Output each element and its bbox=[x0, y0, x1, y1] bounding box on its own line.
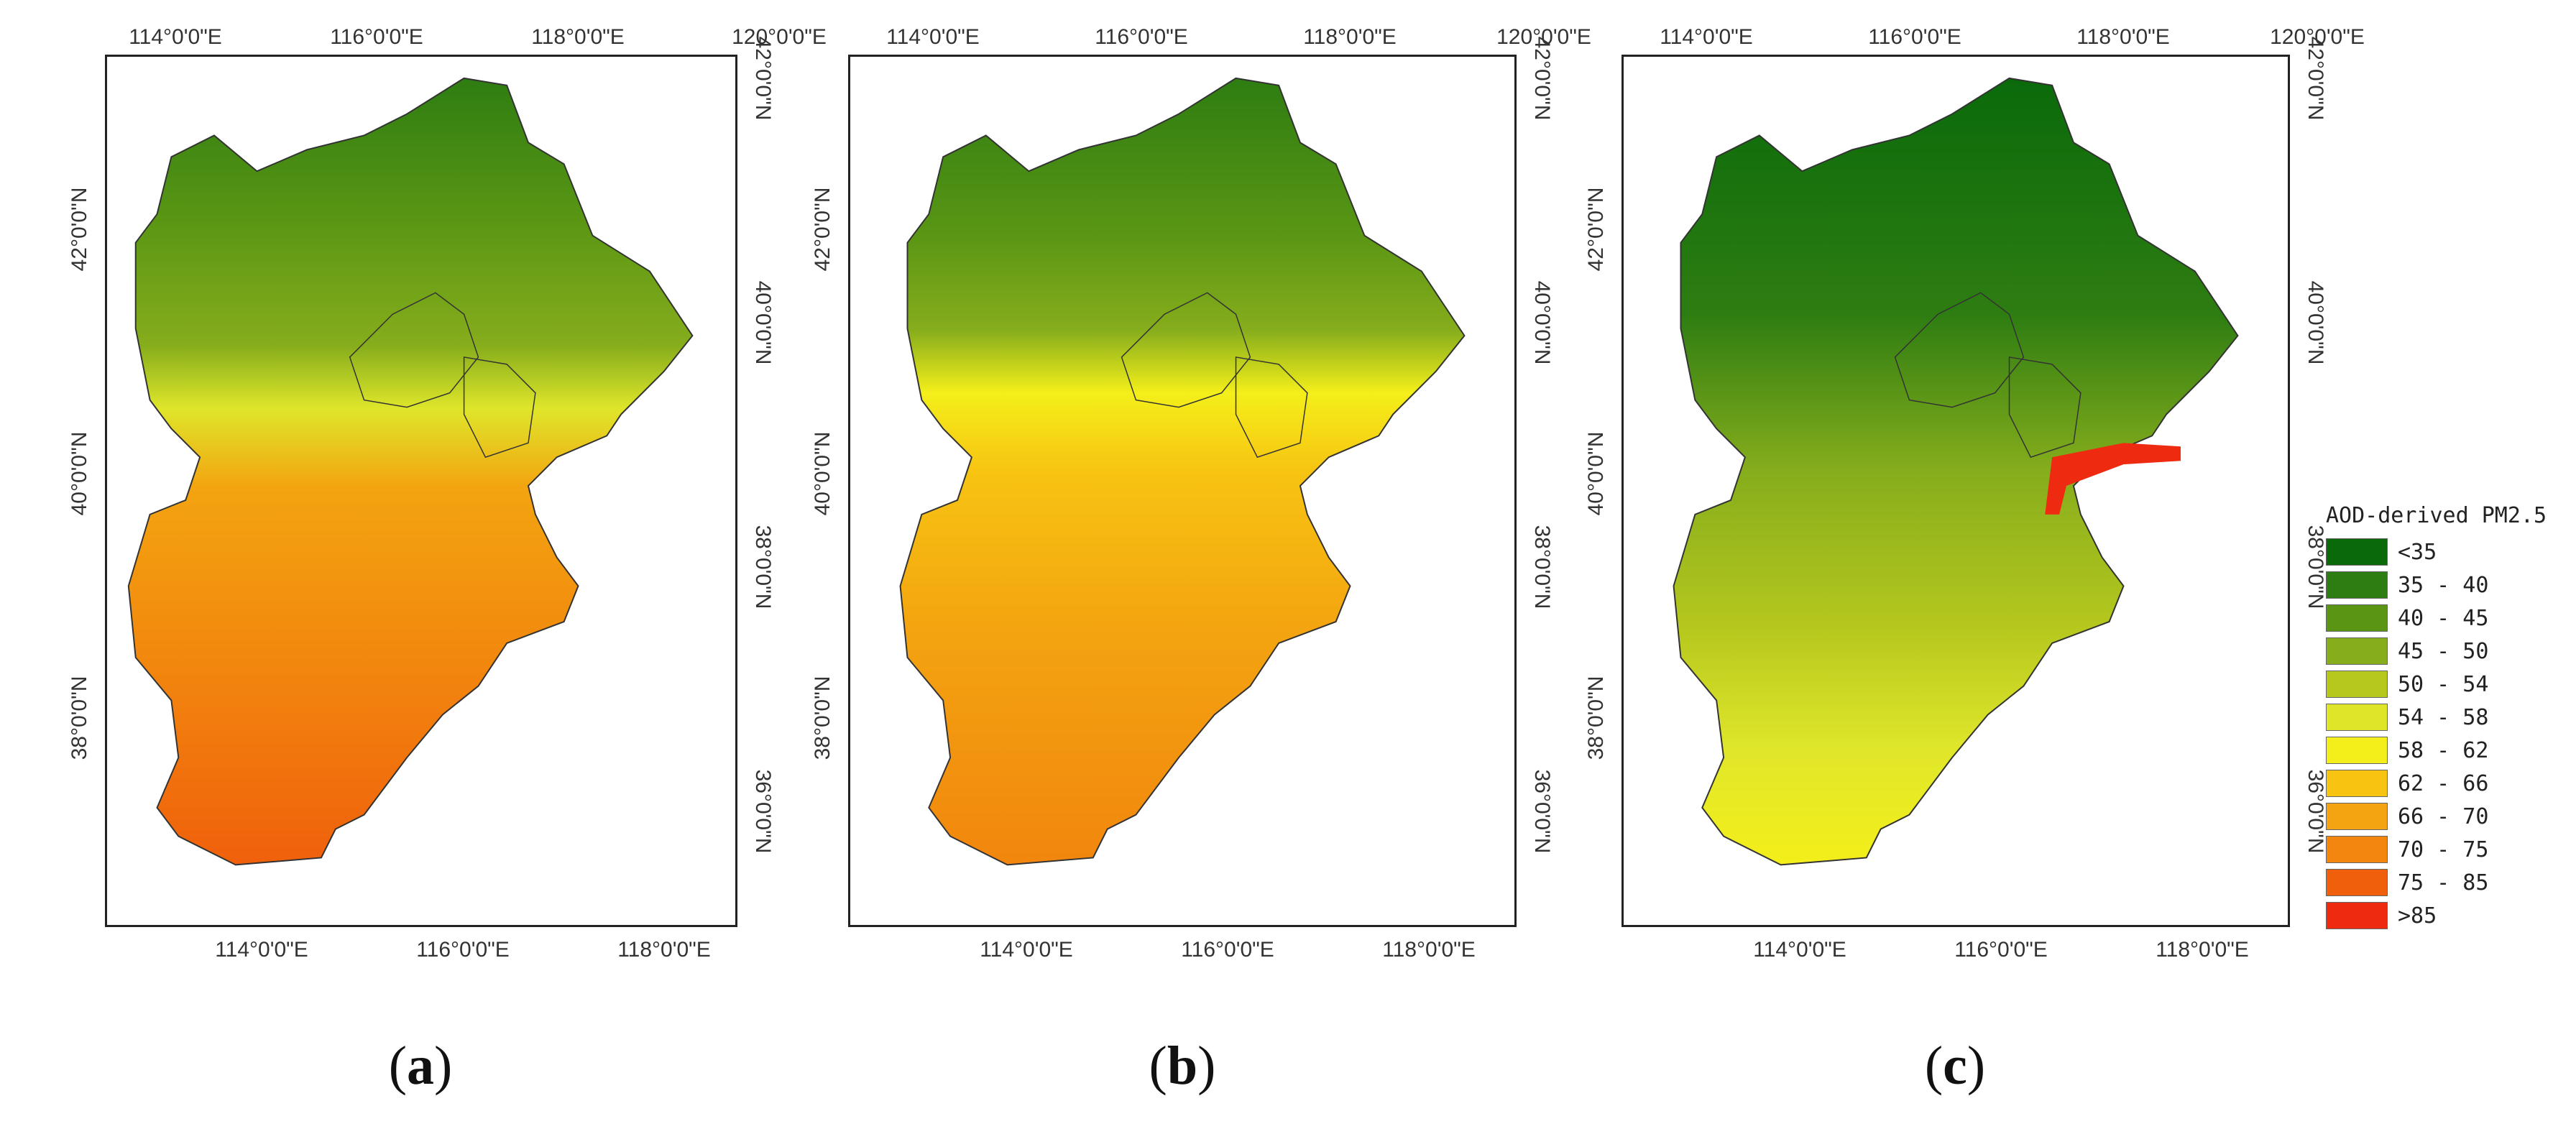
right-lat-tick-1: 42°0'0"N bbox=[2304, 36, 2327, 121]
legend-item: 75 - 85 bbox=[2326, 866, 2570, 899]
legend-item: 58 - 62 bbox=[2326, 734, 2570, 767]
legend-label: 66 - 70 bbox=[2398, 803, 2489, 829]
right-lat-tick-2: 40°0'0"N bbox=[751, 280, 775, 365]
legend-label: 75 - 85 bbox=[2398, 870, 2489, 895]
legend-label: 70 - 75 bbox=[2398, 837, 2489, 862]
left-lat-tick-3: 38°0'0"N bbox=[68, 676, 91, 760]
left-lat-tick-2: 40°0'0"N bbox=[1584, 431, 1608, 516]
panel-label-c: (c) bbox=[1924, 1036, 1986, 1096]
legend-swatch bbox=[2326, 704, 2388, 731]
right-lat-tick-1: 42°0'0"N bbox=[751, 36, 775, 121]
right-lat-tick-2: 40°0'0"N bbox=[2304, 280, 2327, 365]
map-panel-c: 114°0'0"E 116°0'0"E 118°0'0"E 120°0'0"E … bbox=[1584, 25, 2365, 962]
bottom-lon-tick-3: 118°0'0"E bbox=[617, 938, 711, 962]
top-lon-tick-4: 120°0'0"E bbox=[2270, 25, 2365, 49]
right-lat-tick-3: 38°0'0"N bbox=[2304, 525, 2327, 609]
legend-swatch bbox=[2326, 803, 2388, 830]
bottom-lon-tick-1: 114°0'0"E bbox=[215, 938, 308, 962]
legend-swatch bbox=[2326, 671, 2388, 698]
right-lat-tick-1: 42°0'0"N bbox=[1530, 36, 1554, 121]
left-lat-tick-3: 38°0'0"N bbox=[1584, 676, 1608, 760]
legend-swatch bbox=[2326, 869, 2388, 896]
left-lat-tick-1: 42°0'0"N bbox=[811, 187, 834, 272]
bottom-lon-tick-1: 114°0'0"E bbox=[980, 938, 1073, 962]
legend-item: >85 bbox=[2326, 899, 2570, 932]
top-lon-tick-4: 120°0'0"E bbox=[1496, 25, 1591, 49]
bottom-lon-tick-2: 116°0'0"E bbox=[416, 938, 510, 962]
legend-label: 54 - 58 bbox=[2398, 704, 2489, 730]
legend-label: <35 bbox=[2398, 539, 2437, 565]
left-lat-tick-2: 40°0'0"N bbox=[68, 431, 91, 516]
right-lat-tick-4: 36°0'0"N bbox=[2304, 769, 2327, 854]
legend-swatch bbox=[2326, 604, 2388, 632]
top-lon-tick-3: 118°0'0"E bbox=[1303, 25, 1397, 49]
legend-item: 62 - 66 bbox=[2326, 767, 2570, 800]
right-lat-tick-4: 36°0'0"N bbox=[1530, 769, 1554, 854]
top-lon-tick-1: 114°0'0"E bbox=[129, 25, 222, 49]
top-lon-tick-2: 116°0'0"E bbox=[1095, 25, 1188, 49]
legend-item: <35 bbox=[2326, 535, 2570, 568]
top-lon-tick-3: 118°0'0"E bbox=[531, 25, 625, 49]
legend-label: 35 - 40 bbox=[2398, 572, 2489, 598]
legend-item: 40 - 45 bbox=[2326, 602, 2570, 635]
right-lat-tick-2: 40°0'0"N bbox=[1530, 280, 1554, 365]
legend-item: 35 - 40 bbox=[2326, 568, 2570, 602]
inner-boundaries-a bbox=[349, 292, 536, 459]
map-panel-b: 114°0'0"E 116°0'0"E 118°0'0"E 120°0'0"E … bbox=[811, 25, 1591, 962]
left-lat-tick-3: 38°0'0"N bbox=[811, 676, 834, 760]
legend-swatch bbox=[2326, 737, 2388, 764]
legend-item: 45 - 50 bbox=[2326, 635, 2570, 668]
right-lat-tick-4: 36°0'0"N bbox=[751, 769, 775, 854]
left-lat-tick-1: 42°0'0"N bbox=[68, 187, 91, 272]
region-outline-b bbox=[899, 77, 1466, 866]
legend-swatch bbox=[2326, 571, 2388, 599]
top-lon-tick-4: 120°0'0"E bbox=[732, 25, 827, 49]
legend-label: 62 - 66 bbox=[2398, 770, 2489, 796]
top-lon-tick-1: 114°0'0"E bbox=[1660, 25, 1753, 49]
legend-label: 45 - 50 bbox=[2398, 638, 2489, 664]
legend-swatch bbox=[2326, 637, 2388, 665]
legend-title: AOD-derived PM2.5 bbox=[2326, 503, 2547, 528]
legend-swatch bbox=[2326, 836, 2388, 863]
map-b-canvas bbox=[899, 77, 1466, 866]
coastal-hotspot-c bbox=[2045, 443, 2181, 515]
legend-item: 54 - 58 bbox=[2326, 701, 2570, 734]
legend-item: 66 - 70 bbox=[2326, 800, 2570, 833]
map-a-canvas bbox=[127, 77, 694, 866]
legend-label: 50 - 54 bbox=[2398, 671, 2489, 697]
region-outline-a bbox=[127, 77, 694, 866]
legend: AOD-derived PM2.5 <35 35 - 40 40 - 45 45 - … bbox=[2326, 503, 2570, 932]
map-c-canvas bbox=[1673, 77, 2239, 866]
bottom-lon-tick-2: 116°0'0"E bbox=[1954, 938, 2048, 962]
left-lat-tick-2: 40°0'0"N bbox=[811, 431, 834, 516]
legend-item: 50 - 54 bbox=[2326, 668, 2570, 701]
top-lon-tick-2: 116°0'0"E bbox=[1868, 25, 1961, 49]
legend-label: 58 - 62 bbox=[2398, 737, 2489, 763]
region-outline-c bbox=[1673, 77, 2239, 866]
legend-label: >85 bbox=[2398, 903, 2437, 929]
right-lat-tick-3: 38°0'0"N bbox=[1530, 525, 1554, 609]
map-panel-a: 114°0'0"E 116°0'0"E 118°0'0"E 120°0'0"E … bbox=[68, 25, 827, 962]
legend-swatch bbox=[2326, 770, 2388, 797]
bottom-lon-tick-1: 114°0'0"E bbox=[1753, 938, 1846, 962]
top-lon-tick-1: 114°0'0"E bbox=[886, 25, 980, 49]
right-lat-tick-3: 38°0'0"N bbox=[751, 525, 775, 609]
inner-boundaries-c bbox=[1894, 292, 2082, 459]
legend-swatch bbox=[2326, 902, 2388, 929]
bottom-lon-tick-3: 118°0'0"E bbox=[2156, 938, 2249, 962]
panel-label-b: (b) bbox=[1149, 1036, 1216, 1096]
bottom-lon-tick-2: 116°0'0"E bbox=[1181, 938, 1274, 962]
top-lon-tick-2: 116°0'0"E bbox=[330, 25, 423, 49]
legend-item: 70 - 75 bbox=[2326, 833, 2570, 866]
legend-rows: <35 35 - 40 40 - 45 45 - 50 50 - 54 54 - 58 58… bbox=[2326, 535, 2570, 932]
legend-label: 40 - 45 bbox=[2398, 605, 2489, 631]
top-lon-tick-3: 118°0'0"E bbox=[2076, 25, 2170, 49]
legend-swatch bbox=[2326, 538, 2388, 566]
inner-boundaries-b bbox=[1121, 292, 1308, 459]
bottom-lon-tick-3: 118°0'0"E bbox=[1382, 938, 1476, 962]
left-lat-tick-1: 42°0'0"N bbox=[1584, 187, 1608, 272]
panel-label-a: (a) bbox=[388, 1036, 453, 1096]
